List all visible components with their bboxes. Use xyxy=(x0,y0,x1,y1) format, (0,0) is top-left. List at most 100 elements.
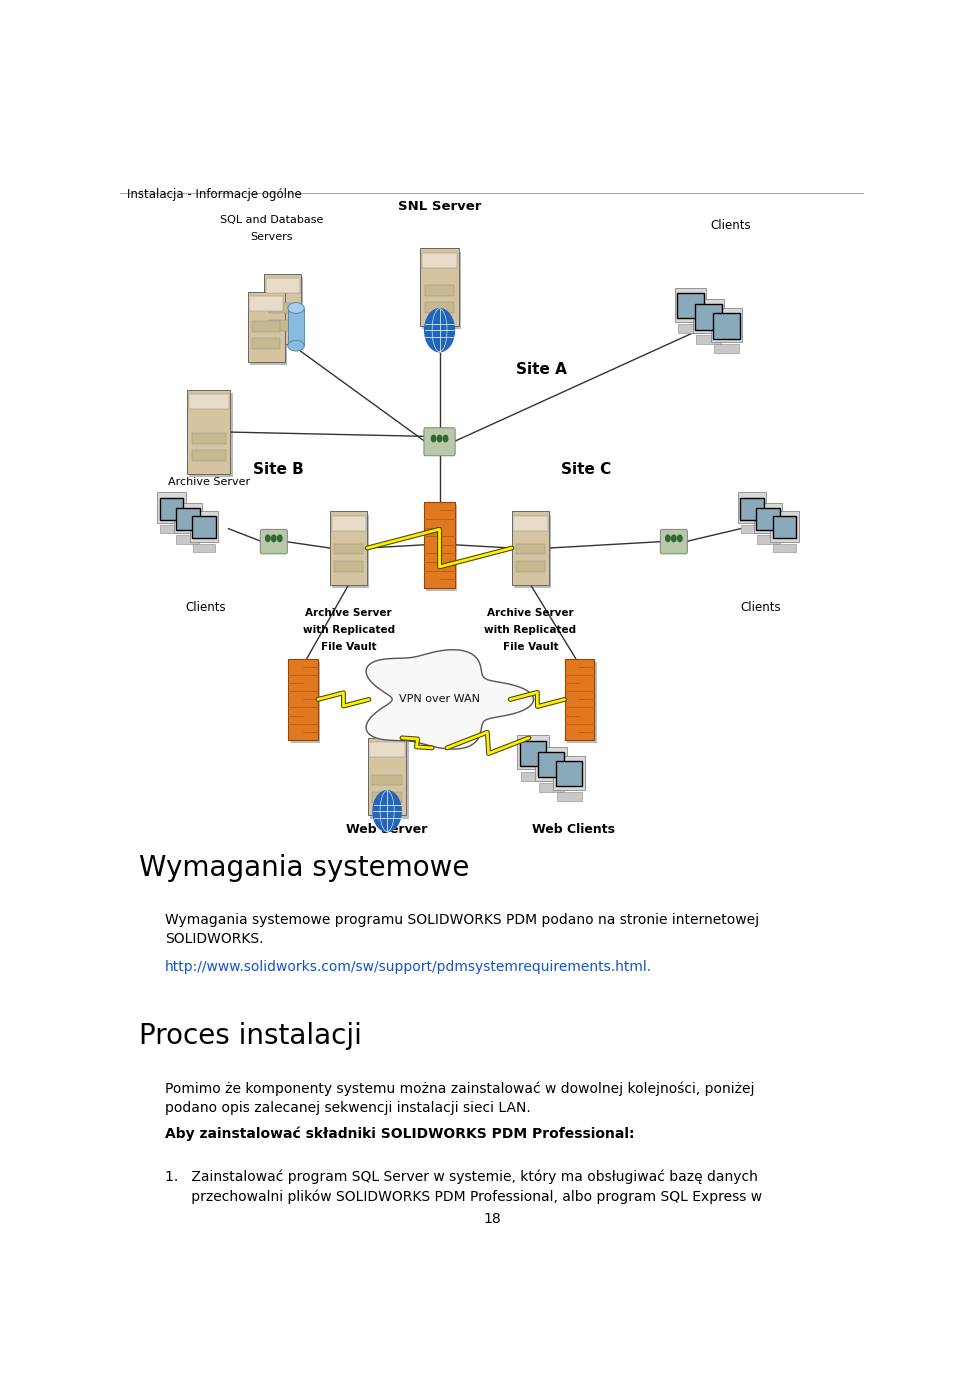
FancyBboxPatch shape xyxy=(192,434,226,443)
FancyBboxPatch shape xyxy=(520,771,545,781)
Text: Clients: Clients xyxy=(740,602,780,614)
FancyBboxPatch shape xyxy=(372,775,402,785)
Text: SQL and Database: SQL and Database xyxy=(220,214,324,225)
Text: Site A: Site A xyxy=(516,362,567,378)
Text: Site C: Site C xyxy=(562,462,612,477)
Circle shape xyxy=(266,536,270,541)
Text: Web Server: Web Server xyxy=(347,823,428,835)
Text: http://www.solidworks.com/sw/support/pdmsystemrequirements.html.: http://www.solidworks.com/sw/support/pdm… xyxy=(165,960,652,974)
FancyBboxPatch shape xyxy=(250,295,287,365)
FancyBboxPatch shape xyxy=(424,428,455,456)
Text: VPN over WAN: VPN over WAN xyxy=(399,694,480,705)
Circle shape xyxy=(431,435,436,442)
Text: Archive Server: Archive Server xyxy=(168,477,250,487)
FancyBboxPatch shape xyxy=(260,529,287,554)
FancyBboxPatch shape xyxy=(189,395,228,410)
FancyBboxPatch shape xyxy=(713,313,740,339)
FancyBboxPatch shape xyxy=(192,516,216,539)
FancyBboxPatch shape xyxy=(756,536,780,544)
FancyBboxPatch shape xyxy=(557,792,582,800)
Text: Servers: Servers xyxy=(251,232,293,242)
FancyBboxPatch shape xyxy=(420,248,459,326)
FancyBboxPatch shape xyxy=(332,515,370,588)
FancyBboxPatch shape xyxy=(252,320,280,332)
Circle shape xyxy=(444,435,447,442)
FancyBboxPatch shape xyxy=(421,253,457,267)
Circle shape xyxy=(272,536,276,541)
FancyBboxPatch shape xyxy=(675,288,706,322)
Text: with Replicated: with Replicated xyxy=(485,625,577,635)
FancyBboxPatch shape xyxy=(252,339,280,348)
Text: Proces instalacji: Proces instalacji xyxy=(138,1023,362,1051)
FancyBboxPatch shape xyxy=(678,323,703,333)
Text: File Vault: File Vault xyxy=(321,642,376,652)
FancyBboxPatch shape xyxy=(157,492,185,523)
Text: Wymagania systemowe: Wymagania systemowe xyxy=(138,853,469,883)
FancyBboxPatch shape xyxy=(288,308,304,346)
FancyBboxPatch shape xyxy=(536,747,566,781)
FancyBboxPatch shape xyxy=(330,512,368,585)
FancyBboxPatch shape xyxy=(566,662,596,743)
Text: Instalacja - Informacje ogólne: Instalacja - Informacje ogólne xyxy=(128,189,302,201)
Text: File Vault: File Vault xyxy=(503,642,559,652)
FancyBboxPatch shape xyxy=(553,755,585,789)
FancyBboxPatch shape xyxy=(710,308,742,341)
Text: with Replicated: with Replicated xyxy=(302,625,395,635)
FancyBboxPatch shape xyxy=(288,659,318,740)
FancyBboxPatch shape xyxy=(514,516,547,530)
FancyBboxPatch shape xyxy=(516,544,544,554)
FancyBboxPatch shape xyxy=(538,753,564,778)
FancyBboxPatch shape xyxy=(368,737,406,816)
FancyBboxPatch shape xyxy=(266,277,303,347)
FancyBboxPatch shape xyxy=(331,516,366,530)
Circle shape xyxy=(672,536,676,541)
Circle shape xyxy=(372,790,401,831)
FancyBboxPatch shape xyxy=(714,344,739,353)
Ellipse shape xyxy=(288,340,304,351)
FancyBboxPatch shape xyxy=(190,511,218,541)
FancyBboxPatch shape xyxy=(334,561,363,572)
FancyBboxPatch shape xyxy=(422,252,461,329)
FancyBboxPatch shape xyxy=(741,525,763,533)
FancyBboxPatch shape xyxy=(660,529,687,554)
FancyBboxPatch shape xyxy=(370,741,409,818)
FancyBboxPatch shape xyxy=(517,736,549,769)
FancyBboxPatch shape xyxy=(696,336,721,344)
FancyBboxPatch shape xyxy=(754,502,782,533)
FancyBboxPatch shape xyxy=(159,498,183,520)
Ellipse shape xyxy=(288,302,304,313)
Text: Web Clients: Web Clients xyxy=(532,823,615,835)
Circle shape xyxy=(277,536,282,541)
Circle shape xyxy=(665,536,670,541)
FancyBboxPatch shape xyxy=(370,743,405,757)
Polygon shape xyxy=(366,649,534,748)
FancyBboxPatch shape xyxy=(756,508,780,530)
FancyBboxPatch shape xyxy=(770,511,799,541)
FancyBboxPatch shape xyxy=(512,512,549,585)
FancyBboxPatch shape xyxy=(556,761,583,786)
FancyBboxPatch shape xyxy=(740,498,764,520)
FancyBboxPatch shape xyxy=(515,515,551,588)
Text: Archive Server: Archive Server xyxy=(487,607,574,618)
FancyBboxPatch shape xyxy=(424,502,455,588)
FancyBboxPatch shape xyxy=(424,285,454,295)
Circle shape xyxy=(438,435,442,442)
FancyBboxPatch shape xyxy=(176,508,200,530)
Text: Wymagania systemowe programu SOLIDWORKS PDM podano na stronie internetowej
SOLID: Wymagania systemowe programu SOLIDWORKS … xyxy=(165,914,758,946)
Circle shape xyxy=(678,536,682,541)
FancyBboxPatch shape xyxy=(564,659,594,740)
Text: 18: 18 xyxy=(483,1212,501,1226)
FancyBboxPatch shape xyxy=(519,740,546,767)
FancyBboxPatch shape xyxy=(189,393,232,477)
Text: Pomimo że komponenty systemu można zainstalować w dowolnej kolejności, poniżej
p: Pomimo że komponenty systemu można zains… xyxy=(165,1081,755,1115)
FancyBboxPatch shape xyxy=(187,390,230,474)
FancyBboxPatch shape xyxy=(193,544,215,551)
FancyBboxPatch shape xyxy=(738,492,766,523)
FancyBboxPatch shape xyxy=(192,450,226,462)
FancyBboxPatch shape xyxy=(248,292,285,362)
Text: SNL Server: SNL Server xyxy=(397,200,481,213)
FancyBboxPatch shape xyxy=(269,320,297,330)
FancyBboxPatch shape xyxy=(372,792,402,803)
Text: Clients: Clients xyxy=(710,220,752,232)
Text: Aby zainstalować składniki SOLIDWORKS PDM Professional:: Aby zainstalować składniki SOLIDWORKS PD… xyxy=(165,1126,635,1142)
